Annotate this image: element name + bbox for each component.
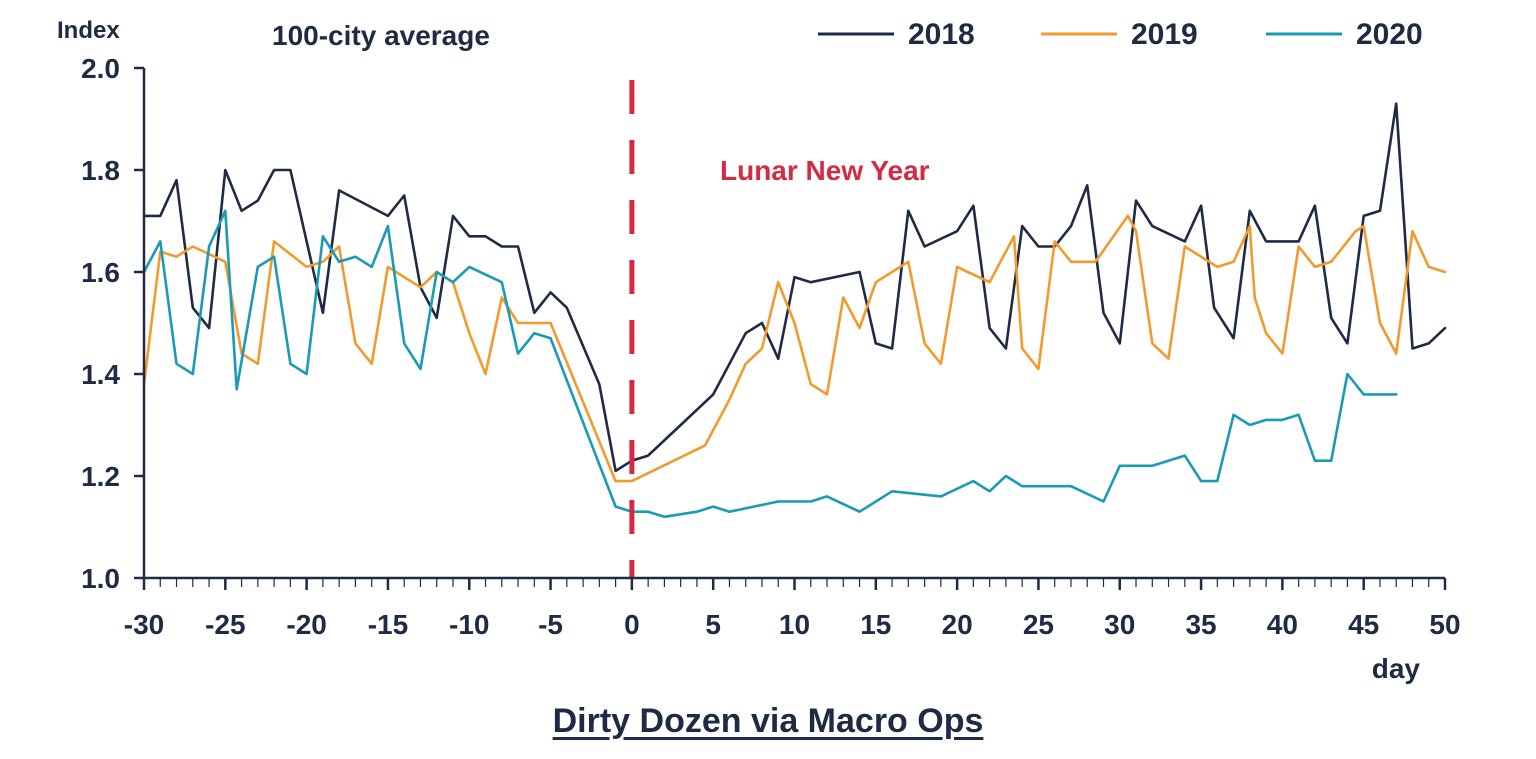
y-tick-label: 1.8 [81, 155, 120, 186]
series-line-2020 [142, 209, 1398, 519]
source-caption: Dirty Dozen via Macro Ops [552, 702, 984, 740]
y-tick-label: 1.6 [81, 257, 120, 288]
x-tick-label: -10 [449, 609, 489, 640]
y-tick-label: 1.2 [81, 461, 120, 492]
y-tick-label: 2.0 [81, 53, 120, 84]
x-tick-label: 15 [860, 609, 891, 640]
legend-label-2018: 2018 [908, 18, 975, 51]
x-tick-label: 50 [1429, 609, 1460, 640]
x-axis-label: day [1372, 653, 1421, 684]
x-tick-label: -20 [286, 609, 326, 640]
x-tick-label: -25 [205, 609, 245, 640]
lunar-new-year-label: Lunar New Year [720, 155, 930, 186]
x-tick-label: 40 [1267, 609, 1298, 640]
x-tick-label: 25 [1023, 609, 1054, 640]
x-tick-label: 45 [1348, 609, 1379, 640]
annotation-layer: Lunar New Year [629, 80, 930, 578]
legend: 2018 2019 2020 [818, 18, 1423, 51]
x-tick-label: 10 [779, 609, 810, 640]
legend-label-2020: 2020 [1356, 18, 1423, 51]
y-tick-label: 1.0 [81, 563, 120, 594]
x-tick-label: -30 [124, 609, 164, 640]
x-tick-label: 35 [1185, 609, 1216, 640]
series-line-2018 [142, 102, 1447, 473]
x-tick-label: 0 [624, 609, 640, 640]
ticks-layer: 1.0 1.2 1.4 1.6 1.8 2.0 -30 -25 -20 -15 -10 -5 0 5 10 1… [81, 53, 1461, 640]
x-tick-label: 5 [705, 609, 721, 640]
series-layer [142, 102, 1447, 519]
series-line-2019 [142, 214, 1447, 483]
x-tick-label: 20 [942, 609, 973, 640]
chart-title: 100-city average [272, 20, 490, 51]
x-tick-label: -15 [368, 609, 408, 640]
y-tick-label: 1.4 [81, 359, 120, 390]
y-axis-label: Index [57, 17, 120, 44]
x-tick-label: 30 [1104, 609, 1135, 640]
x-tick-label: -5 [538, 609, 563, 640]
legend-label-2019: 2019 [1131, 18, 1198, 51]
